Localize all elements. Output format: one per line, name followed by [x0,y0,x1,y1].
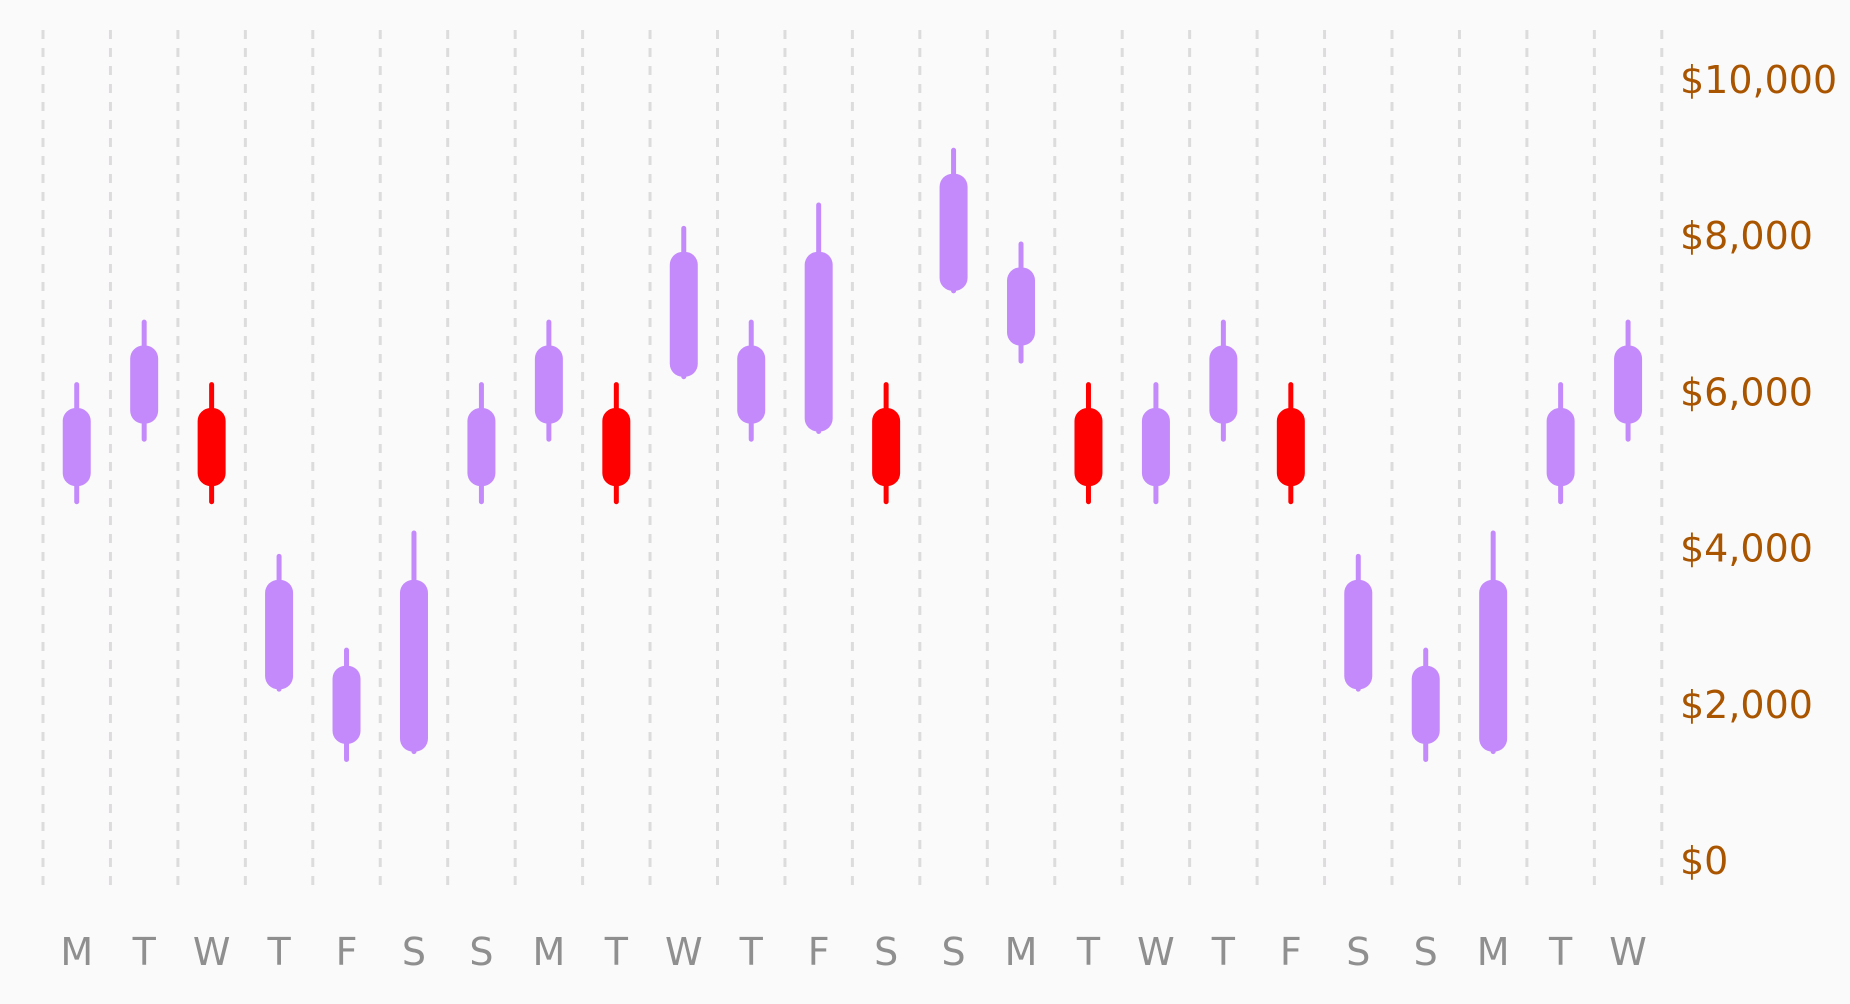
x-tick-label: T [604,930,629,974]
x-tick-label: M [1477,930,1510,974]
x-tick-label: S [942,930,966,974]
candle-body [1141,408,1170,487]
x-tick-label: M [1005,930,1038,974]
x-tick-label: T [1076,930,1101,974]
x-tick-label: T [739,930,764,974]
x-tick-label: F [808,930,830,974]
candle [737,319,766,442]
x-tick-label: T [1548,930,1573,974]
candle [1411,647,1440,762]
x-tick-label: S [1414,930,1438,974]
x-tick-label: S [1346,930,1370,974]
x-tick-label: S [874,930,898,974]
y-axis-ticks: $0 $2,000 $4,000 $6,000 $8,000 $10,000 [1680,58,1837,883]
candle [534,319,563,442]
candle-body [197,408,226,487]
candle [804,202,833,434]
candle [669,225,698,380]
candle [130,319,159,442]
x-tick-label: W [193,930,231,974]
candle-body [534,345,563,424]
candle-body [1074,408,1103,487]
candle-body [332,665,361,744]
candle [1344,553,1373,692]
x-tick-label: W [1137,930,1175,974]
candles [62,147,1643,762]
candle [62,382,91,505]
candle [265,553,294,692]
candle-body [669,251,698,377]
candle-body [399,579,428,752]
grid-lines [41,30,1664,885]
candle [1546,382,1575,505]
candle-body [1546,408,1575,487]
candle-body [1411,665,1440,744]
candle [939,147,968,294]
candle [872,382,901,505]
candle [1209,319,1238,442]
y-tick-label: $6,000 [1680,370,1813,414]
candle-body [804,251,833,432]
x-tick-label: S [402,930,426,974]
candle [332,647,361,762]
x-tick-label: M [532,930,565,974]
x-tick-label: W [1609,930,1647,974]
candle [197,382,226,505]
candle-body [62,408,91,487]
y-tick-label: $0 [1680,839,1728,883]
candle [1479,530,1508,755]
candle [467,382,496,505]
candle-body [872,408,901,487]
candle-body [1007,267,1036,346]
x-tick-label: F [336,930,358,974]
y-tick-label: $2,000 [1680,683,1813,727]
candle-body [1344,579,1373,690]
candle-body [130,345,159,424]
x-tick-label: T [266,930,291,974]
candle-body [1209,345,1238,424]
x-tick-label: T [1211,930,1236,974]
candle [1007,241,1036,364]
candle [1141,382,1170,505]
x-tick-label: W [665,930,703,974]
y-tick-label: $8,000 [1680,214,1813,258]
candle [1614,319,1643,442]
y-tick-label: $4,000 [1680,527,1813,571]
candle-body [1614,345,1643,424]
candle-body [602,408,631,487]
x-tick-label: M [60,930,93,974]
candle-body [1276,408,1305,487]
candle-body [467,408,496,487]
x-tick-label: F [1280,930,1302,974]
candle [1074,382,1103,505]
candle-body [737,345,766,424]
x-tick-label: T [132,930,157,974]
candle-body [265,579,294,690]
candle-body [939,173,968,291]
candle [399,530,428,755]
x-tick-label: S [469,930,493,974]
y-tick-label: $10,000 [1680,58,1837,102]
candle [1276,382,1305,505]
candle [602,382,631,505]
candle-body [1479,579,1508,752]
